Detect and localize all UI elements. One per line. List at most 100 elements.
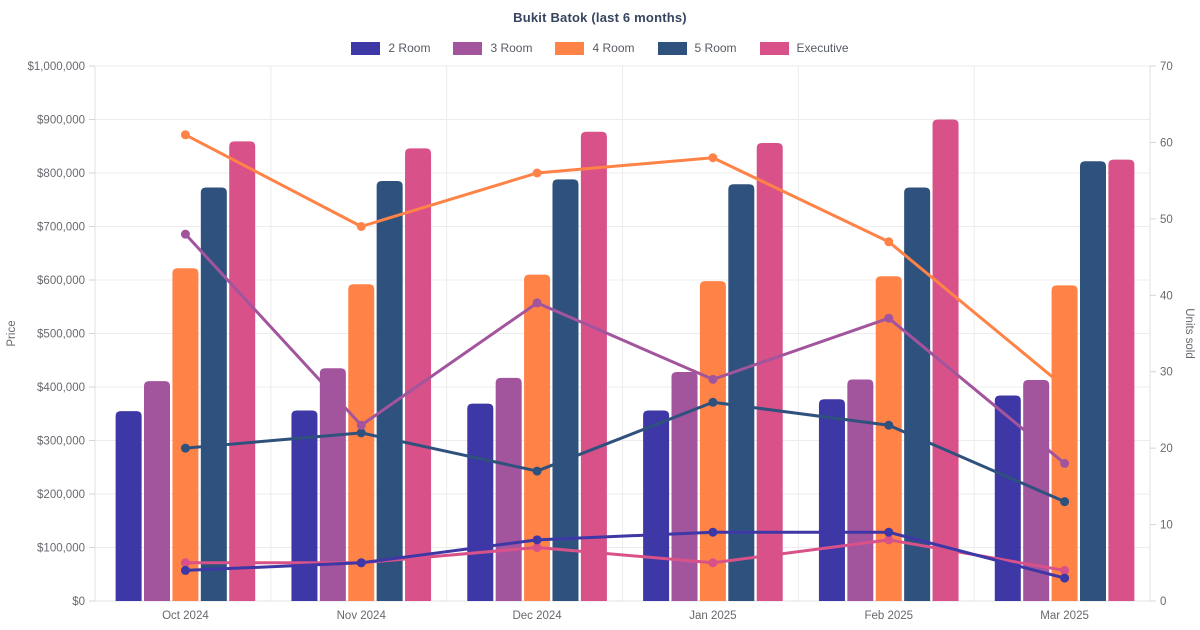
left-axis-tick-label: $300,000 [37,436,85,448]
left-axis-tick-label: $1,000,000 [27,61,85,73]
data-point-4-room [356,222,366,231]
bar-2-room-oct-2024 [115,411,142,601]
data-point-3-room [1060,458,1070,468]
data-point-3-room [356,420,366,430]
bar-3-room-dec-2024 [495,377,522,601]
bar-2-room-feb-2025 [818,399,845,601]
data-point-5-room [180,443,190,453]
data-point-2-room [1060,573,1070,583]
left-axis-tick-label: $400,000 [37,382,85,394]
legend-swatch [759,42,789,55]
data-point-5-room [708,397,718,407]
x-axis-label: Feb 2025 [864,610,913,622]
right-axis-tick-label: 10 [1160,520,1173,532]
legend-swatch [555,42,585,55]
legend-item-2-room[interactable]: 2 Room [351,42,430,55]
data-point-4-room [532,168,542,178]
right-axis-title: Units sold [1183,308,1195,359]
legend-label: 4 Room [592,41,635,55]
bar-executive-oct-2024 [229,141,256,601]
bar-5-room-feb-2025 [904,187,931,601]
bar-executive-feb-2025 [932,119,959,601]
right-axis-tick-label: 50 [1160,214,1173,226]
bar-executive-dec-2024 [580,131,607,601]
axis-ticks: $0 $100,000 $200,000 $300,000 $400,000 $500,0… [27,61,1172,622]
legend-label: Executive [796,41,849,55]
line-path [183,530,1067,580]
data-point-5-room [1060,497,1070,507]
data-point-5-room [356,428,366,438]
data-point-4-room [884,237,894,247]
left-axis-tick-label: $0 [72,596,85,608]
units-line-4-room [180,130,1070,392]
data-point-4-room [180,130,190,140]
bar-5-room-mar-2025 [1079,161,1106,602]
units-line-5-room [180,397,1070,507]
data-point-executive [1060,565,1070,575]
legend-swatch [453,42,483,55]
bar-2-room-nov-2024 [291,410,318,601]
legend-item-executive[interactable]: Executive [759,41,849,55]
data-point-3-room [180,229,190,239]
data-point-executive [532,543,542,552]
chart-title: Bukit Batok (last 6 months) [513,10,687,25]
units-line-2-room [180,527,1070,583]
x-axis-label: Oct 2024 [162,610,209,622]
bar-4-room-dec-2024 [524,274,551,601]
left-axis-tick-label: $200,000 [37,489,85,501]
bar-4-room-feb-2025 [875,276,902,601]
data-point-5-room [884,420,894,430]
data-point-2-room [884,527,894,537]
legend-item-5-room[interactable]: 5 Room [657,41,737,55]
bar-5-room-nov-2024 [376,181,403,601]
data-point-executive [884,535,894,545]
bar-3-room-feb-2025 [847,379,874,601]
data-point-3-room [884,313,894,323]
right-axis-tick-label: 0 [1160,596,1166,608]
line-path [183,232,1067,465]
x-axis-label: Mar 2025 [1040,610,1089,622]
bar-3-room-oct-2024 [144,381,171,601]
legend-swatch [657,42,687,55]
data-point-2-room [180,565,190,575]
bar-5-room-jan-2025 [728,184,755,602]
legend-label: 2 Room [388,41,431,55]
chart-legend: 2 Room 3 Room 4 Room 5 Room Executive [0,42,1200,55]
bar-executive-mar-2025 [1108,159,1135,601]
bar-2-room-dec-2024 [467,403,494,601]
left-axis-tick-label: $500,000 [37,329,85,341]
legend-item-4-room[interactable]: 4 Room [555,41,635,55]
bar-4-room-mar-2025 [1051,285,1078,601]
data-point-4-room [1060,382,1070,392]
left-axis-tick-label: $600,000 [37,275,85,287]
data-point-3-room [708,374,718,384]
units-line-3-room [180,229,1070,468]
left-axis-tick-label: $100,000 [37,543,85,555]
data-point-5-room [532,466,542,476]
x-axis-label: Dec 2024 [512,610,562,622]
right-axis-tick-label: 60 [1160,137,1173,149]
legend-label: 5 Room [694,41,737,55]
data-point-2-room [532,535,542,545]
left-axis-tick-label: $900,000 [37,115,85,127]
bar-5-room-oct-2024 [200,187,227,601]
line-path [183,133,1067,389]
right-axis-tick-label: 40 [1160,290,1173,302]
line-path [183,400,1067,504]
legend-item-3-room[interactable]: 3 Room [453,42,532,55]
bar-4-room-nov-2024 [348,284,375,601]
data-point-executive [180,558,190,568]
right-axis-tick-label: 20 [1160,443,1173,455]
x-axis-label: Nov 2024 [337,610,387,622]
bar-executive-nov-2024 [405,148,432,601]
bar-2-room-jan-2025 [643,410,670,601]
legend-swatch [351,42,381,55]
left-axis-title: Price [6,320,18,346]
bar-3-room-nov-2024 [319,368,346,601]
bar-executive-jan-2025 [756,143,783,602]
bar-4-room-jan-2025 [699,281,726,601]
left-axis-tick-label: $800,000 [37,168,85,180]
x-axis-label: Jan 2025 [689,610,736,622]
